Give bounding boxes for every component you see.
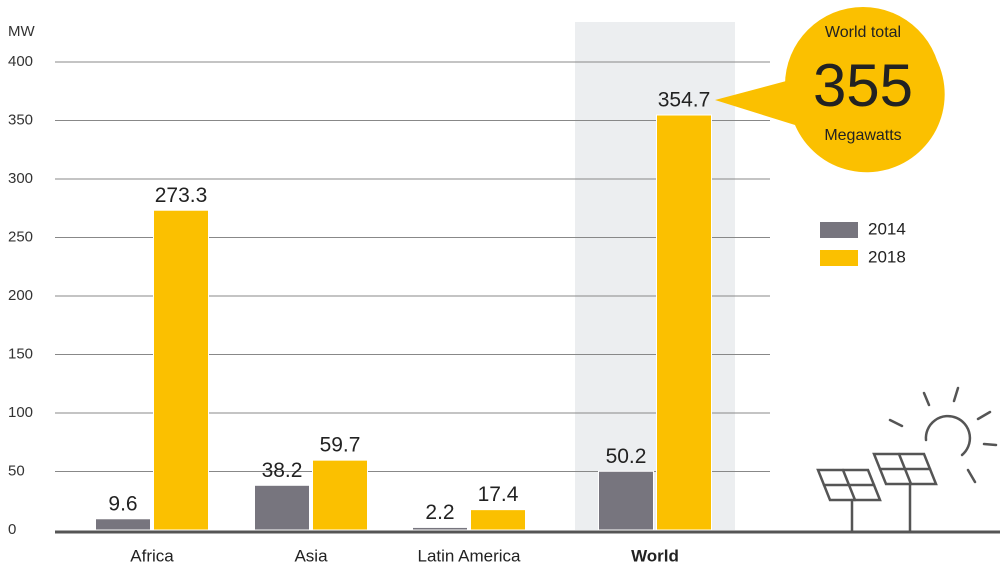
value-label: 38.2 bbox=[262, 459, 303, 482]
y-tick-label: 0 bbox=[8, 521, 16, 538]
solar-icon bbox=[816, 386, 998, 534]
value-label: 50.2 bbox=[606, 445, 647, 468]
y-tick-label: 350 bbox=[8, 111, 33, 128]
callout-circle bbox=[785, 7, 941, 163]
legend-label: 2014 bbox=[868, 219, 906, 238]
value-label: 9.6 bbox=[108, 492, 137, 515]
y-tick-label: 200 bbox=[8, 287, 33, 304]
bar bbox=[470, 509, 526, 531]
x-tick-label: World bbox=[631, 546, 679, 565]
y-tick-label: 400 bbox=[8, 53, 33, 70]
y-tick-label: 250 bbox=[8, 228, 33, 245]
bar bbox=[153, 209, 209, 531]
legend-label: 2018 bbox=[868, 247, 906, 266]
callout-value: 355 bbox=[813, 52, 913, 119]
bar bbox=[412, 526, 468, 531]
legend-swatch bbox=[820, 222, 858, 238]
x-tick-label: Latin America bbox=[418, 546, 522, 565]
bar bbox=[598, 470, 654, 531]
callout-title: World total bbox=[825, 24, 901, 41]
y-tick-label: 300 bbox=[8, 170, 33, 187]
bar bbox=[312, 459, 368, 531]
bar bbox=[254, 484, 310, 531]
callout-unit: Megawatts bbox=[824, 127, 901, 144]
y-axis-label: MW bbox=[8, 23, 35, 40]
y-tick-label: 50 bbox=[8, 462, 25, 479]
value-label: 59.7 bbox=[320, 434, 361, 457]
value-label: 2.2 bbox=[425, 501, 454, 524]
value-label: 273.3 bbox=[155, 184, 208, 207]
y-tick-label: 100 bbox=[8, 404, 33, 421]
bar bbox=[95, 518, 151, 531]
y-tick-label: 150 bbox=[8, 345, 33, 362]
bar bbox=[656, 114, 712, 531]
value-label: 354.7 bbox=[658, 89, 711, 112]
x-tick-label: Africa bbox=[130, 546, 174, 565]
value-label: 17.4 bbox=[478, 483, 519, 506]
x-tick-label: Asia bbox=[294, 546, 328, 565]
legend-swatch bbox=[820, 250, 858, 266]
